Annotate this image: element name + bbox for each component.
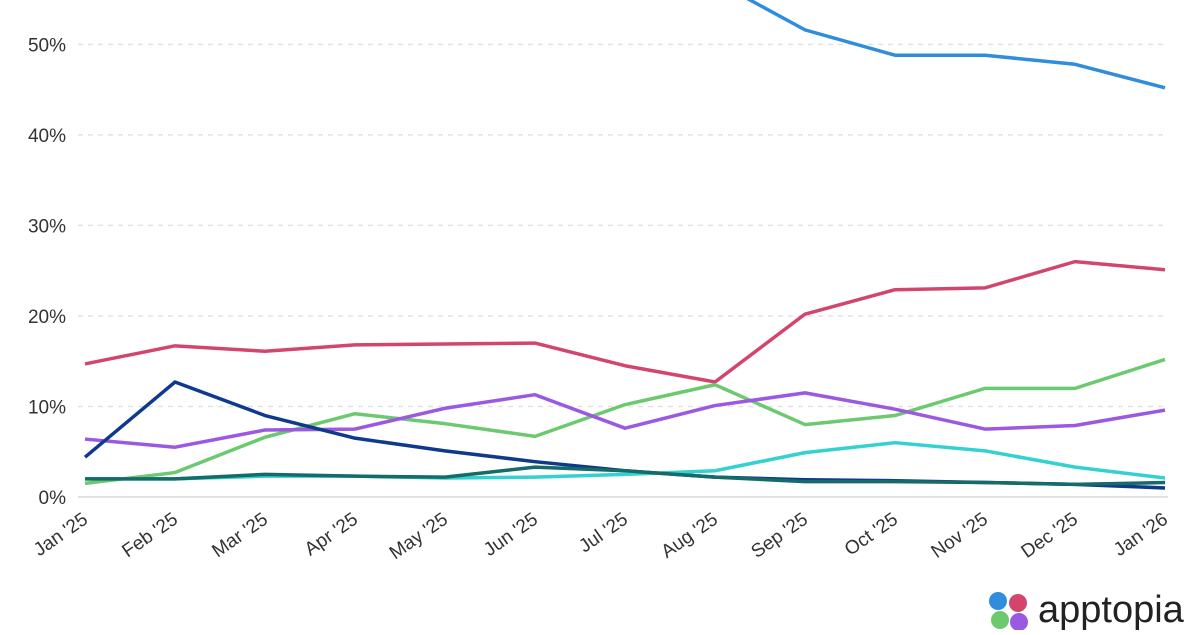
y-tick-label: 0% bbox=[39, 488, 67, 509]
x-tick-label: Apr '25 bbox=[301, 509, 362, 560]
logo-dot bbox=[989, 592, 1007, 610]
logo-dot bbox=[1010, 613, 1028, 631]
x-tick-label: Aug '25 bbox=[658, 509, 722, 563]
x-tick-label: May '25 bbox=[386, 509, 452, 564]
data-line bbox=[84, 259, 1166, 384]
x-tick-label: Jul '25 bbox=[575, 509, 632, 557]
data-line bbox=[85, 465, 1166, 487]
x-tick-label: Jan '25 bbox=[30, 509, 92, 561]
logo-dot bbox=[1009, 594, 1027, 612]
x-tick-label: Nov '25 bbox=[928, 509, 992, 563]
x-tick-label: Mar '25 bbox=[208, 509, 271, 562]
x-tick-label: Feb '25 bbox=[118, 509, 181, 562]
x-tick-label: Jan '26 bbox=[1110, 509, 1172, 561]
logo: apptopia bbox=[989, 589, 1185, 631]
x-tick-label: Oct '25 bbox=[841, 509, 902, 560]
brand-name: apptopia bbox=[1038, 589, 1185, 630]
y-tick-label: 30% bbox=[28, 216, 66, 237]
data-line bbox=[85, 440, 1166, 481]
data-line bbox=[84, 357, 1166, 486]
y-tick-label: 10% bbox=[28, 397, 66, 418]
plot-area bbox=[83, 0, 1166, 490]
x-tick-label: Dec '25 bbox=[1018, 509, 1082, 563]
x-tick-label: Jun '25 bbox=[480, 509, 542, 561]
x-tick-label: Sep '25 bbox=[748, 509, 812, 563]
y-tick-label: 40% bbox=[28, 126, 66, 147]
y-tick-label: 50% bbox=[28, 35, 66, 56]
logo-dot bbox=[991, 611, 1009, 629]
y-tick-label: 20% bbox=[28, 307, 66, 328]
data-line bbox=[84, 391, 1166, 449]
data-line bbox=[746, 0, 1166, 90]
